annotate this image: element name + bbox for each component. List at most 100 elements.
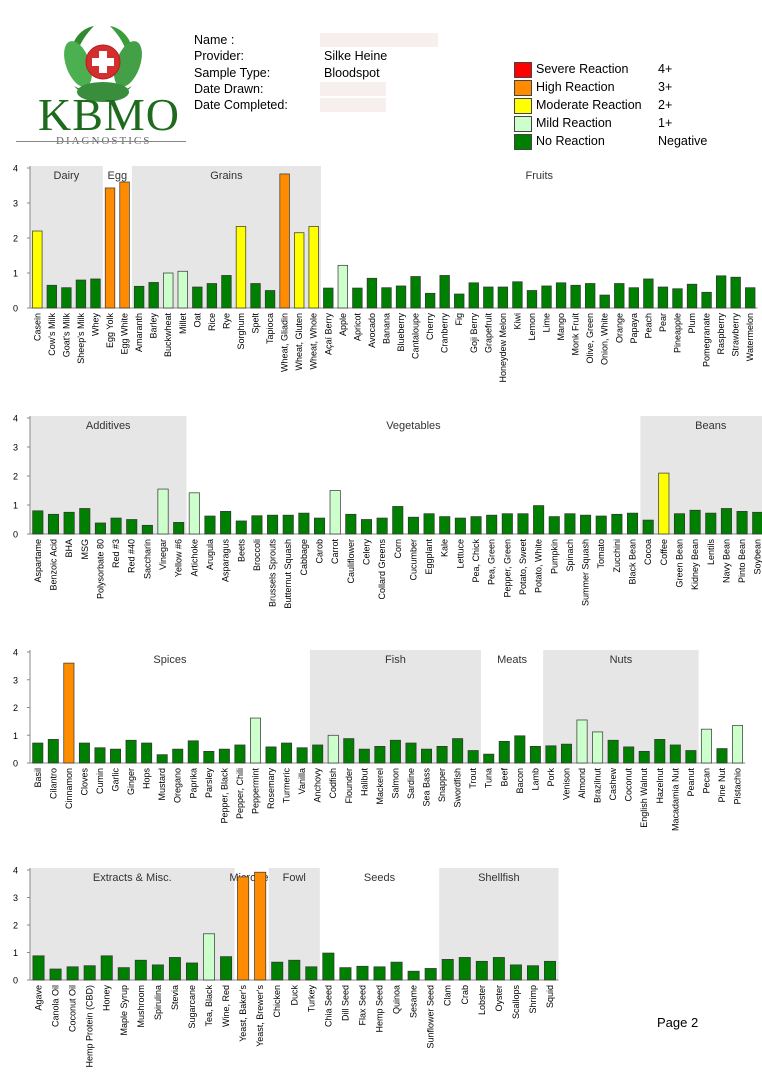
legend-label: Moderate Reaction [536, 98, 642, 112]
category-label: BHA [64, 539, 74, 558]
category-label: Kale [440, 539, 450, 557]
bar-aspartame [32, 510, 44, 535]
category-label: Flax Seed [357, 985, 367, 1026]
bar-wheat-gluten [294, 232, 305, 309]
bar-benzoic-acid [47, 513, 59, 535]
bar-zucchini [611, 513, 623, 535]
category-label: Wine, Red [221, 985, 231, 1027]
bar-pinto-bean [736, 511, 748, 535]
category-label: Hemp Seed [375, 985, 385, 1033]
y-tick-label: 1 [13, 269, 18, 279]
category-label: Cinnamon [64, 768, 74, 809]
category-label: Tapioca [265, 313, 275, 344]
bar-avocado [366, 277, 378, 309]
category-label: Tuna [484, 768, 494, 788]
category-label: Scallops [511, 985, 521, 1020]
bar-salmon [389, 739, 401, 764]
category-label: Red #3 [111, 539, 121, 568]
bar-corn [392, 506, 404, 535]
bar-almond [576, 719, 588, 764]
bar-wheat-gliadin [279, 173, 290, 309]
bar-broccoli [251, 515, 263, 535]
bar-wine-red [220, 956, 233, 981]
category-label: Kidney Bean [690, 539, 700, 590]
bar-potato-sweet [517, 513, 529, 535]
bar-pumpkin [548, 516, 560, 535]
category-label: Grapefruit [483, 313, 493, 354]
bar-oyster [492, 957, 505, 981]
legend-label: Mild Reaction [536, 116, 612, 130]
category-label: Potato, Sweet [518, 539, 528, 596]
bar-sorghum [235, 226, 247, 309]
category-label: Beef [499, 768, 509, 787]
chart-extracts-microbes-fowl-seeds-shellfish: Extracts & Misc. Microbes Fowl Seeds Shellfi… [13, 866, 559, 1068]
bar-tomato [595, 515, 607, 535]
logo-wordmark: KBMO [38, 89, 181, 140]
bar-buckwheat [163, 272, 174, 309]
category-label: Lentils [706, 539, 716, 566]
bar-oregano [172, 748, 184, 764]
bar-fig [454, 293, 465, 309]
bar-beef [498, 741, 510, 764]
bar-saccharin [141, 524, 153, 535]
category-label: Pepper, Black [219, 768, 229, 824]
bar-pistachio [732, 725, 744, 764]
bar-codfish [327, 734, 339, 764]
bar-quinoa [390, 961, 403, 981]
category-label: Monk Fruit [571, 313, 581, 356]
bar-olive-green [585, 283, 596, 309]
category-label: Turmeric [282, 768, 292, 804]
bar-cow-s-milk [46, 284, 57, 309]
bar-lamb [529, 745, 541, 764]
category-label: Cantaloupe [411, 313, 421, 359]
category-label: Avocado [367, 313, 377, 348]
category-label: Maple Syrup [119, 985, 129, 1036]
bar-macadamia-nut [669, 744, 681, 764]
y-tick-label: 2 [13, 703, 18, 713]
bar-cloves [78, 742, 90, 764]
bar-cumin [94, 747, 106, 764]
bar-monk-fruit [570, 284, 581, 309]
bar-beets [235, 520, 247, 535]
bar-trout [467, 750, 479, 764]
category-label: Goji Berry [469, 313, 479, 354]
category-label: Cauliflower [346, 539, 356, 584]
bar-papaya [628, 287, 639, 309]
group-band-extracts-misc- [30, 868, 235, 980]
bar-kidney-bean [689, 509, 701, 535]
category-label: Sea Bass [422, 768, 432, 807]
info-value: Silke Heine [324, 49, 388, 63]
bar-cranberry [439, 275, 450, 309]
legend-label: No Reaction [536, 134, 605, 148]
category-label: Raspberry [716, 313, 726, 355]
bar-lime [541, 285, 552, 309]
category-label: Garlic [111, 768, 121, 792]
group-label: Dairy [54, 170, 80, 182]
category-label: Salmon [390, 768, 400, 799]
bar-yellow-6 [173, 522, 185, 535]
category-label: Pepper, Green [502, 539, 512, 598]
bar-tuna [483, 753, 495, 764]
category-label: Cherry [425, 313, 435, 341]
bar-pear [657, 286, 669, 309]
bar-sesame [407, 970, 420, 981]
bar-bha [63, 511, 75, 535]
bar-sardine [405, 742, 417, 764]
group-label: Fish [385, 654, 406, 666]
bar-spelt [250, 283, 261, 309]
category-label: Apple [338, 313, 348, 336]
bar-pea-green [486, 514, 498, 535]
category-label: Lamb [530, 768, 540, 791]
bar-mustard [156, 754, 168, 764]
category-label: Plum [687, 313, 697, 334]
category-label: Chicken [272, 985, 282, 1018]
category-label: Fig [454, 313, 464, 326]
bar-mackerel [374, 745, 386, 764]
category-label: Lobster [477, 985, 487, 1015]
bar-lemon [526, 290, 538, 309]
kbmo-logo [12, 18, 192, 150]
bar-sunflower-seed [424, 968, 437, 981]
bar-peppermint [249, 717, 261, 764]
category-label: Broccoli [252, 539, 262, 571]
category-label: Casein [32, 313, 42, 341]
